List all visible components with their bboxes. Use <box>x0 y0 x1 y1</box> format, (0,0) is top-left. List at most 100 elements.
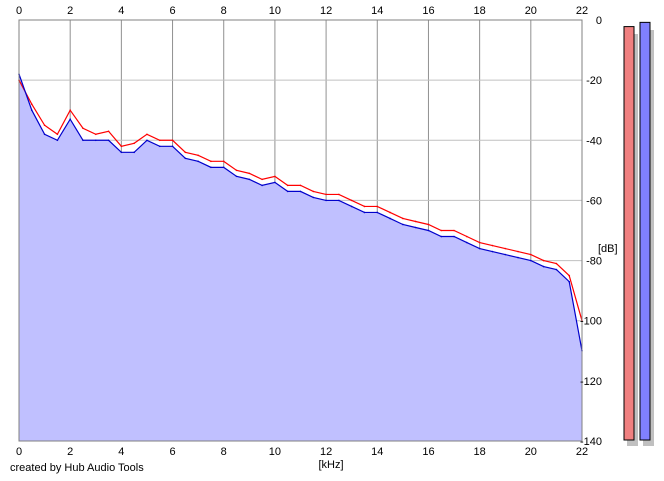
x-tick-label-bottom: 12 <box>320 446 332 458</box>
data-point <box>504 247 507 250</box>
x-tick-label-bottom: 10 <box>269 446 281 458</box>
y-axis-label: [dB] <box>598 243 618 255</box>
y-tick-label: -60 <box>586 195 602 207</box>
y-tick-label: -20 <box>586 75 602 87</box>
data-point <box>30 103 33 105</box>
data-point <box>286 190 289 193</box>
x-tick-label-bottom: 4 <box>118 446 124 458</box>
x-tick-label-top: 8 <box>221 5 227 17</box>
data-point <box>222 160 225 163</box>
y-ticks: 0 -20 -40 -60 -80 -100 -120 -140 <box>580 15 602 448</box>
data-point <box>107 130 110 133</box>
data-point <box>107 139 110 142</box>
y-tick-label: -140 <box>580 436 602 448</box>
x-axis-label: [kHz] <box>318 459 343 471</box>
y-tick-label: 0 <box>596 15 602 27</box>
data-point <box>171 145 174 148</box>
data-point <box>120 151 123 154</box>
data-point <box>133 142 135 145</box>
data-point <box>299 190 302 193</box>
data-point <box>542 265 545 268</box>
data-point <box>299 184 302 187</box>
x-tick-label-top: 16 <box>422 5 434 17</box>
data-point <box>568 274 571 277</box>
data-point <box>350 199 353 202</box>
data-point <box>466 235 468 238</box>
data-point <box>146 133 148 136</box>
spectrum-area <box>19 74 582 441</box>
data-point <box>171 139 174 142</box>
data-point <box>491 250 494 253</box>
data-point <box>568 280 571 283</box>
data-point <box>261 178 263 181</box>
data-point <box>82 127 84 130</box>
x-tick-label-bottom: 22 <box>576 446 588 458</box>
x-tick-label-top: 6 <box>169 5 175 17</box>
data-point <box>542 259 545 262</box>
data-point <box>184 157 187 160</box>
data-point <box>82 139 84 142</box>
data-point <box>158 145 161 148</box>
x-tick-label-bottom: 0 <box>16 446 22 458</box>
x-ticks-top: 0 2 4 6 8 10 12 14 16 18 20 22 <box>16 5 588 17</box>
data-point <box>338 193 340 196</box>
data-point <box>286 184 289 187</box>
data-point <box>338 199 340 202</box>
data-point <box>146 139 148 142</box>
data-point <box>222 166 225 169</box>
data-point <box>478 241 481 244</box>
data-point <box>184 151 187 154</box>
data-point <box>363 211 366 214</box>
x-tick-label-bottom: 14 <box>371 446 383 458</box>
y-tick-label: -120 <box>580 376 602 388</box>
data-point <box>530 253 532 256</box>
data-point <box>120 145 123 148</box>
y-tick-label: -100 <box>580 316 602 328</box>
credit-text: created by Hub Audio Tools <box>10 462 144 474</box>
data-point <box>376 205 379 208</box>
x-tick-label-top: 18 <box>474 5 486 17</box>
x-tick-label-top: 4 <box>118 5 124 17</box>
data-point <box>517 256 519 259</box>
x-tick-label-top: 0 <box>16 5 22 17</box>
data-point <box>312 196 315 199</box>
data-point <box>94 133 97 136</box>
data-point <box>43 133 46 136</box>
data-point <box>440 229 443 232</box>
data-point <box>389 217 391 220</box>
x-tick-label-bottom: 8 <box>221 446 227 458</box>
data-point <box>133 151 135 154</box>
data-point <box>274 175 276 178</box>
data-point <box>210 166 212 169</box>
data-point <box>94 139 97 142</box>
y-tick-label: -40 <box>586 135 602 147</box>
data-point <box>466 241 468 244</box>
data-point <box>389 211 391 214</box>
right-level-meter <box>639 21 651 441</box>
data-point <box>402 217 404 220</box>
x-tick-label-bottom: 2 <box>67 446 73 458</box>
data-point <box>530 259 532 262</box>
x-tick-label-bottom: 20 <box>525 446 537 458</box>
data-point <box>555 268 558 271</box>
x-tick-label-top: 22 <box>576 5 588 17</box>
data-point <box>248 178 251 181</box>
data-point <box>402 223 404 226</box>
data-point <box>504 253 507 256</box>
x-tick-label-bottom: 16 <box>422 446 434 458</box>
x-ticks-bottom: 0 2 4 6 8 10 12 14 16 18 20 22 <box>16 446 588 458</box>
data-point <box>235 175 238 178</box>
data-point <box>43 124 46 127</box>
data-point <box>491 244 494 247</box>
x-tick-label-top: 10 <box>269 5 281 17</box>
data-point <box>350 205 353 208</box>
data-point <box>414 226 417 229</box>
series-lines <box>18 73 583 352</box>
data-point <box>478 247 481 250</box>
data-point <box>261 184 263 187</box>
x-tick-label-top: 12 <box>320 5 332 17</box>
left-level-meter <box>623 26 635 441</box>
data-point <box>325 199 327 202</box>
data-point <box>30 109 33 112</box>
